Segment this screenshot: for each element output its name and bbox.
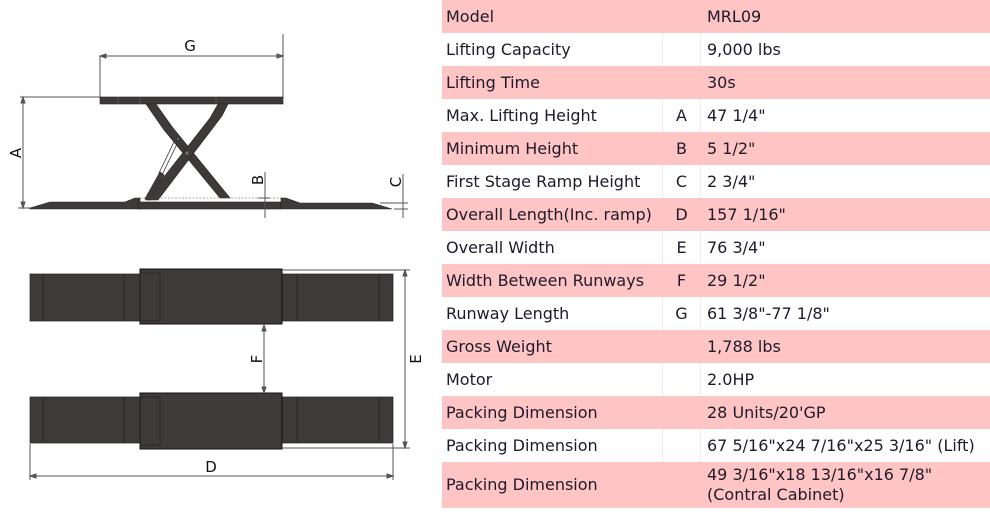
- spec-row-lifting-capacity: Lifting Capacity 9,000 lbs: [442, 33, 990, 66]
- lift-dimension-diagram: G A: [7, 34, 425, 480]
- label-g: G: [184, 37, 196, 55]
- spec-letter: [662, 33, 701, 66]
- spec-label: Lifting Capacity: [442, 33, 663, 66]
- lift-base: [29, 197, 393, 210]
- spec-label: Overall Width: [442, 231, 663, 264]
- specification-table: Model MRL09 Lifting Capacity 9,000 lbs L…: [442, 0, 990, 508]
- dimension-a: [18, 95, 100, 210]
- label-c: C: [387, 177, 405, 187]
- spec-letter: C: [662, 165, 701, 198]
- dimension-c: [380, 174, 408, 218]
- spec-row-packing-units: Packing Dimension 28 Units/20'GP: [442, 396, 990, 429]
- spec-row-first-stage-ramp-height: First Stage Ramp Height C 2 3/4": [442, 165, 990, 198]
- spec-row-max-lifting-height: Max. Lifting Height A 47 1/4": [442, 99, 990, 132]
- dimension-b: [258, 172, 270, 218]
- spec-row-packing-lift: Packing Dimension 67 5/16"x24 7/16"x25 3…: [442, 429, 990, 462]
- label-e: E: [407, 354, 425, 363]
- spec-value: 29 1/2": [700, 264, 990, 297]
- spec-value: 28 Units/20'GP: [700, 396, 990, 429]
- spec-label: Lifting Time: [442, 66, 663, 99]
- spec-row-runway-length: Runway Length G 61 3/8"-77 1/8": [442, 297, 990, 330]
- spec-value: 2.0HP: [700, 363, 990, 396]
- runway-lower: [29, 392, 394, 450]
- spec-letter: D: [662, 198, 701, 231]
- spec-value: 61 3/8"-77 1/8": [700, 297, 990, 330]
- spec-value: 5 1/2": [700, 132, 990, 165]
- spec-label: Packing Dimension: [442, 462, 663, 508]
- label-b: B: [249, 175, 267, 185]
- spec-label: Minimum Height: [442, 132, 663, 165]
- dimension-g: [98, 34, 285, 98]
- spec-value: 47 1/4": [700, 99, 990, 132]
- spec-row-overall-width: Overall Width E 76 3/4": [442, 231, 990, 264]
- spec-row-overall-length: Overall Length(Inc. ramp) D 157 1/16": [442, 198, 990, 231]
- spec-value: 76 3/4": [700, 231, 990, 264]
- scissor-arms: [145, 103, 231, 201]
- side-view: G A: [7, 34, 408, 218]
- dimension-e: [282, 268, 410, 450]
- spec-letter: [662, 66, 701, 99]
- spec-letter: [662, 462, 701, 508]
- lift-platform: [99, 96, 284, 105]
- dimension-d: [28, 444, 395, 480]
- spec-letter: [662, 0, 701, 33]
- label-f: F: [248, 355, 266, 364]
- spec-row-minimum-height: Minimum Height B 5 1/2": [442, 132, 990, 165]
- spec-label: Model: [442, 0, 663, 33]
- spec-row-lifting-time: Lifting Time 30s: [442, 66, 990, 99]
- spec-letter: [662, 363, 701, 396]
- spec-letter: G: [662, 297, 701, 330]
- spec-value: MRL09: [700, 0, 990, 33]
- spec-label: First Stage Ramp Height: [442, 165, 663, 198]
- spec-letter: F: [662, 264, 701, 297]
- spec-value: 2 3/4": [700, 165, 990, 198]
- spec-value: 1,788 lbs: [700, 330, 990, 363]
- dimension-f: [261, 323, 267, 395]
- spec-label: Overall Length(Inc. ramp): [442, 198, 663, 231]
- spec-label: Packing Dimension: [442, 396, 663, 429]
- spec-letter: [662, 396, 701, 429]
- spec-row-packing-cabinet: Packing Dimension 49 3/16"x18 13/16"x16 …: [442, 462, 990, 508]
- hydraulic-cylinder: [144, 141, 178, 201]
- spec-label: Gross Weight: [442, 330, 663, 363]
- spec-label: Width Between Runways: [442, 264, 663, 297]
- spec-label: Motor: [442, 363, 663, 396]
- spec-letter: [662, 429, 701, 462]
- spec-value: 157 1/16": [700, 198, 990, 231]
- spec-label: Max. Lifting Height: [442, 99, 663, 132]
- spec-value: 67 5/16"x24 7/16"x25 3/16" (Lift): [700, 429, 990, 462]
- spec-row-gross-weight: Gross Weight 1,788 lbs: [442, 330, 990, 363]
- spec-letter: E: [662, 231, 701, 264]
- spec-letter: A: [662, 99, 701, 132]
- spec-letter: B: [662, 132, 701, 165]
- spec-row-model: Model MRL09: [442, 0, 990, 33]
- top-view: F E D: [28, 268, 425, 480]
- label-d: D: [205, 458, 217, 476]
- spec-row-motor: Motor 2.0HP: [442, 363, 990, 396]
- spec-value: 9,000 lbs: [700, 33, 990, 66]
- spec-letter: [662, 330, 701, 363]
- spec-label: Runway Length: [442, 297, 663, 330]
- spec-row-width-between-runways: Width Between Runways F 29 1/2": [442, 264, 990, 297]
- spec-value: 30s: [700, 66, 990, 99]
- runway-upper: [29, 268, 394, 325]
- spec-value: 49 3/16"x18 13/16"x16 7/8" (Contral Cabi…: [700, 462, 990, 508]
- spec-label: Packing Dimension: [442, 429, 663, 462]
- label-a: A: [7, 147, 25, 158]
